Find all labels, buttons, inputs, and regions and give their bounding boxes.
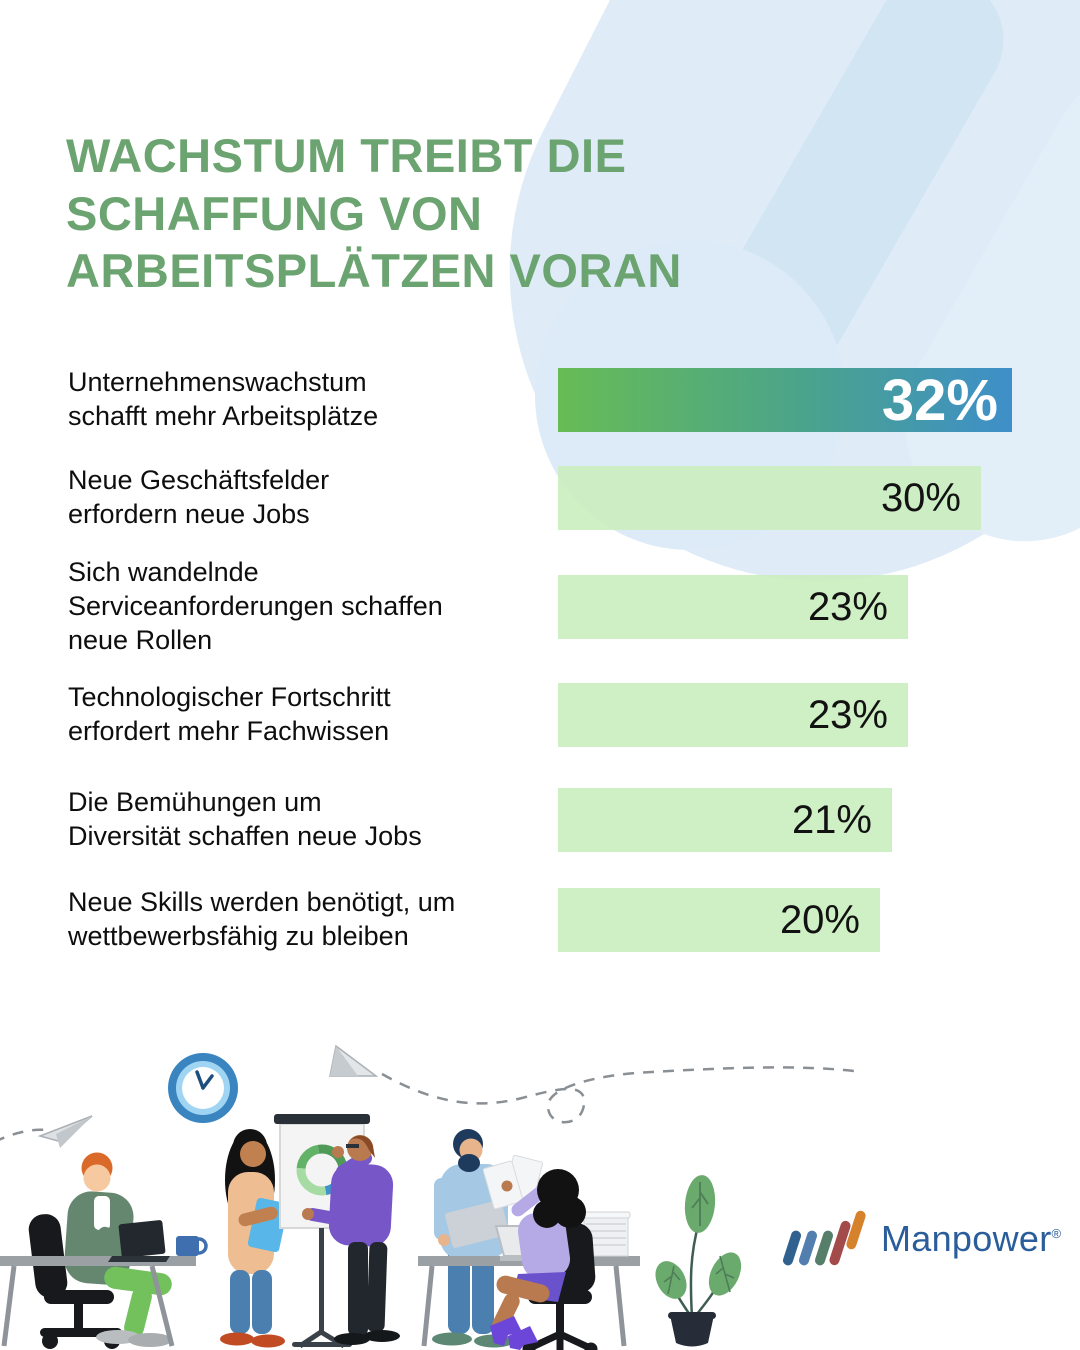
plant: [655, 1175, 742, 1347]
bar-label: Neue Geschäftsfelder erfordern neue Jobs: [68, 465, 330, 529]
bar: 23%: [558, 683, 908, 747]
bar: 20%: [558, 888, 880, 952]
clock-icon: [168, 1053, 238, 1123]
bar-row: Die Bemühungen um Diversität schaffen ne…: [68, 787, 892, 852]
bar: 21%: [558, 788, 892, 852]
page-title: WACHSTUM TREIBT DIE SCHAFFUNG VON ARBEIT…: [66, 129, 682, 298]
office-illustration: [0, 1044, 863, 1350]
manpower-logo-bars-icon: [783, 1210, 866, 1266]
bar-value-label: 21%: [791, 797, 872, 842]
bar-label: Technologischer Fortschritt erfordert me…: [68, 682, 391, 746]
bar-value-label: 23%: [807, 692, 888, 737]
seated-woman-figure: [482, 1160, 586, 1350]
bar-label: Unternehmenswachstum schafft mehr Arbeit…: [68, 367, 379, 431]
bar: 32%: [558, 367, 1012, 433]
bar-label: Die Bemühungen um Diversität schaffen ne…: [68, 787, 422, 851]
bar-label: Sich wandelnde Serviceanforderungen scha…: [68, 557, 443, 655]
bar-label: Neue Skills werden benötigt, um wettbewe…: [68, 887, 456, 951]
manpower-logo-text: Manpower®: [881, 1218, 1062, 1259]
bar: 30%: [558, 466, 981, 530]
mug-icon: [176, 1236, 208, 1256]
registered-mark: ®: [1051, 1226, 1062, 1241]
bar-row: Neue Geschäftsfelder erfordern neue Jobs…: [68, 465, 981, 530]
bar-value-label: 23%: [807, 584, 888, 629]
presenter-figure: [302, 1135, 400, 1345]
bar: 23%: [558, 575, 908, 639]
laptop-icon: [108, 1220, 170, 1262]
bar-row: Neue Skills werden benötigt, um wettbewe…: [68, 887, 880, 952]
bar-value-label: 20%: [779, 897, 860, 942]
manpower-logo: Manpower®: [783, 1206, 1061, 1272]
bar-value-label: 30%: [880, 475, 961, 520]
bar-row: Unternehmenswachstum schafft mehr Arbeit…: [68, 367, 1012, 433]
paper-plane-icon: [329, 1044, 379, 1077]
desk: [0, 1256, 196, 1347]
bar-row: Technologischer Fortschritt erfordert me…: [68, 682, 908, 747]
bar-value-label: 32%: [881, 367, 998, 433]
paper-plane-icon: [37, 1115, 93, 1148]
standing-woman-figure: [220, 1129, 289, 1348]
bar-row: Sich wandelnde Serviceanforderungen scha…: [68, 557, 908, 655]
dashed-flight-path: [0, 1066, 863, 1141]
